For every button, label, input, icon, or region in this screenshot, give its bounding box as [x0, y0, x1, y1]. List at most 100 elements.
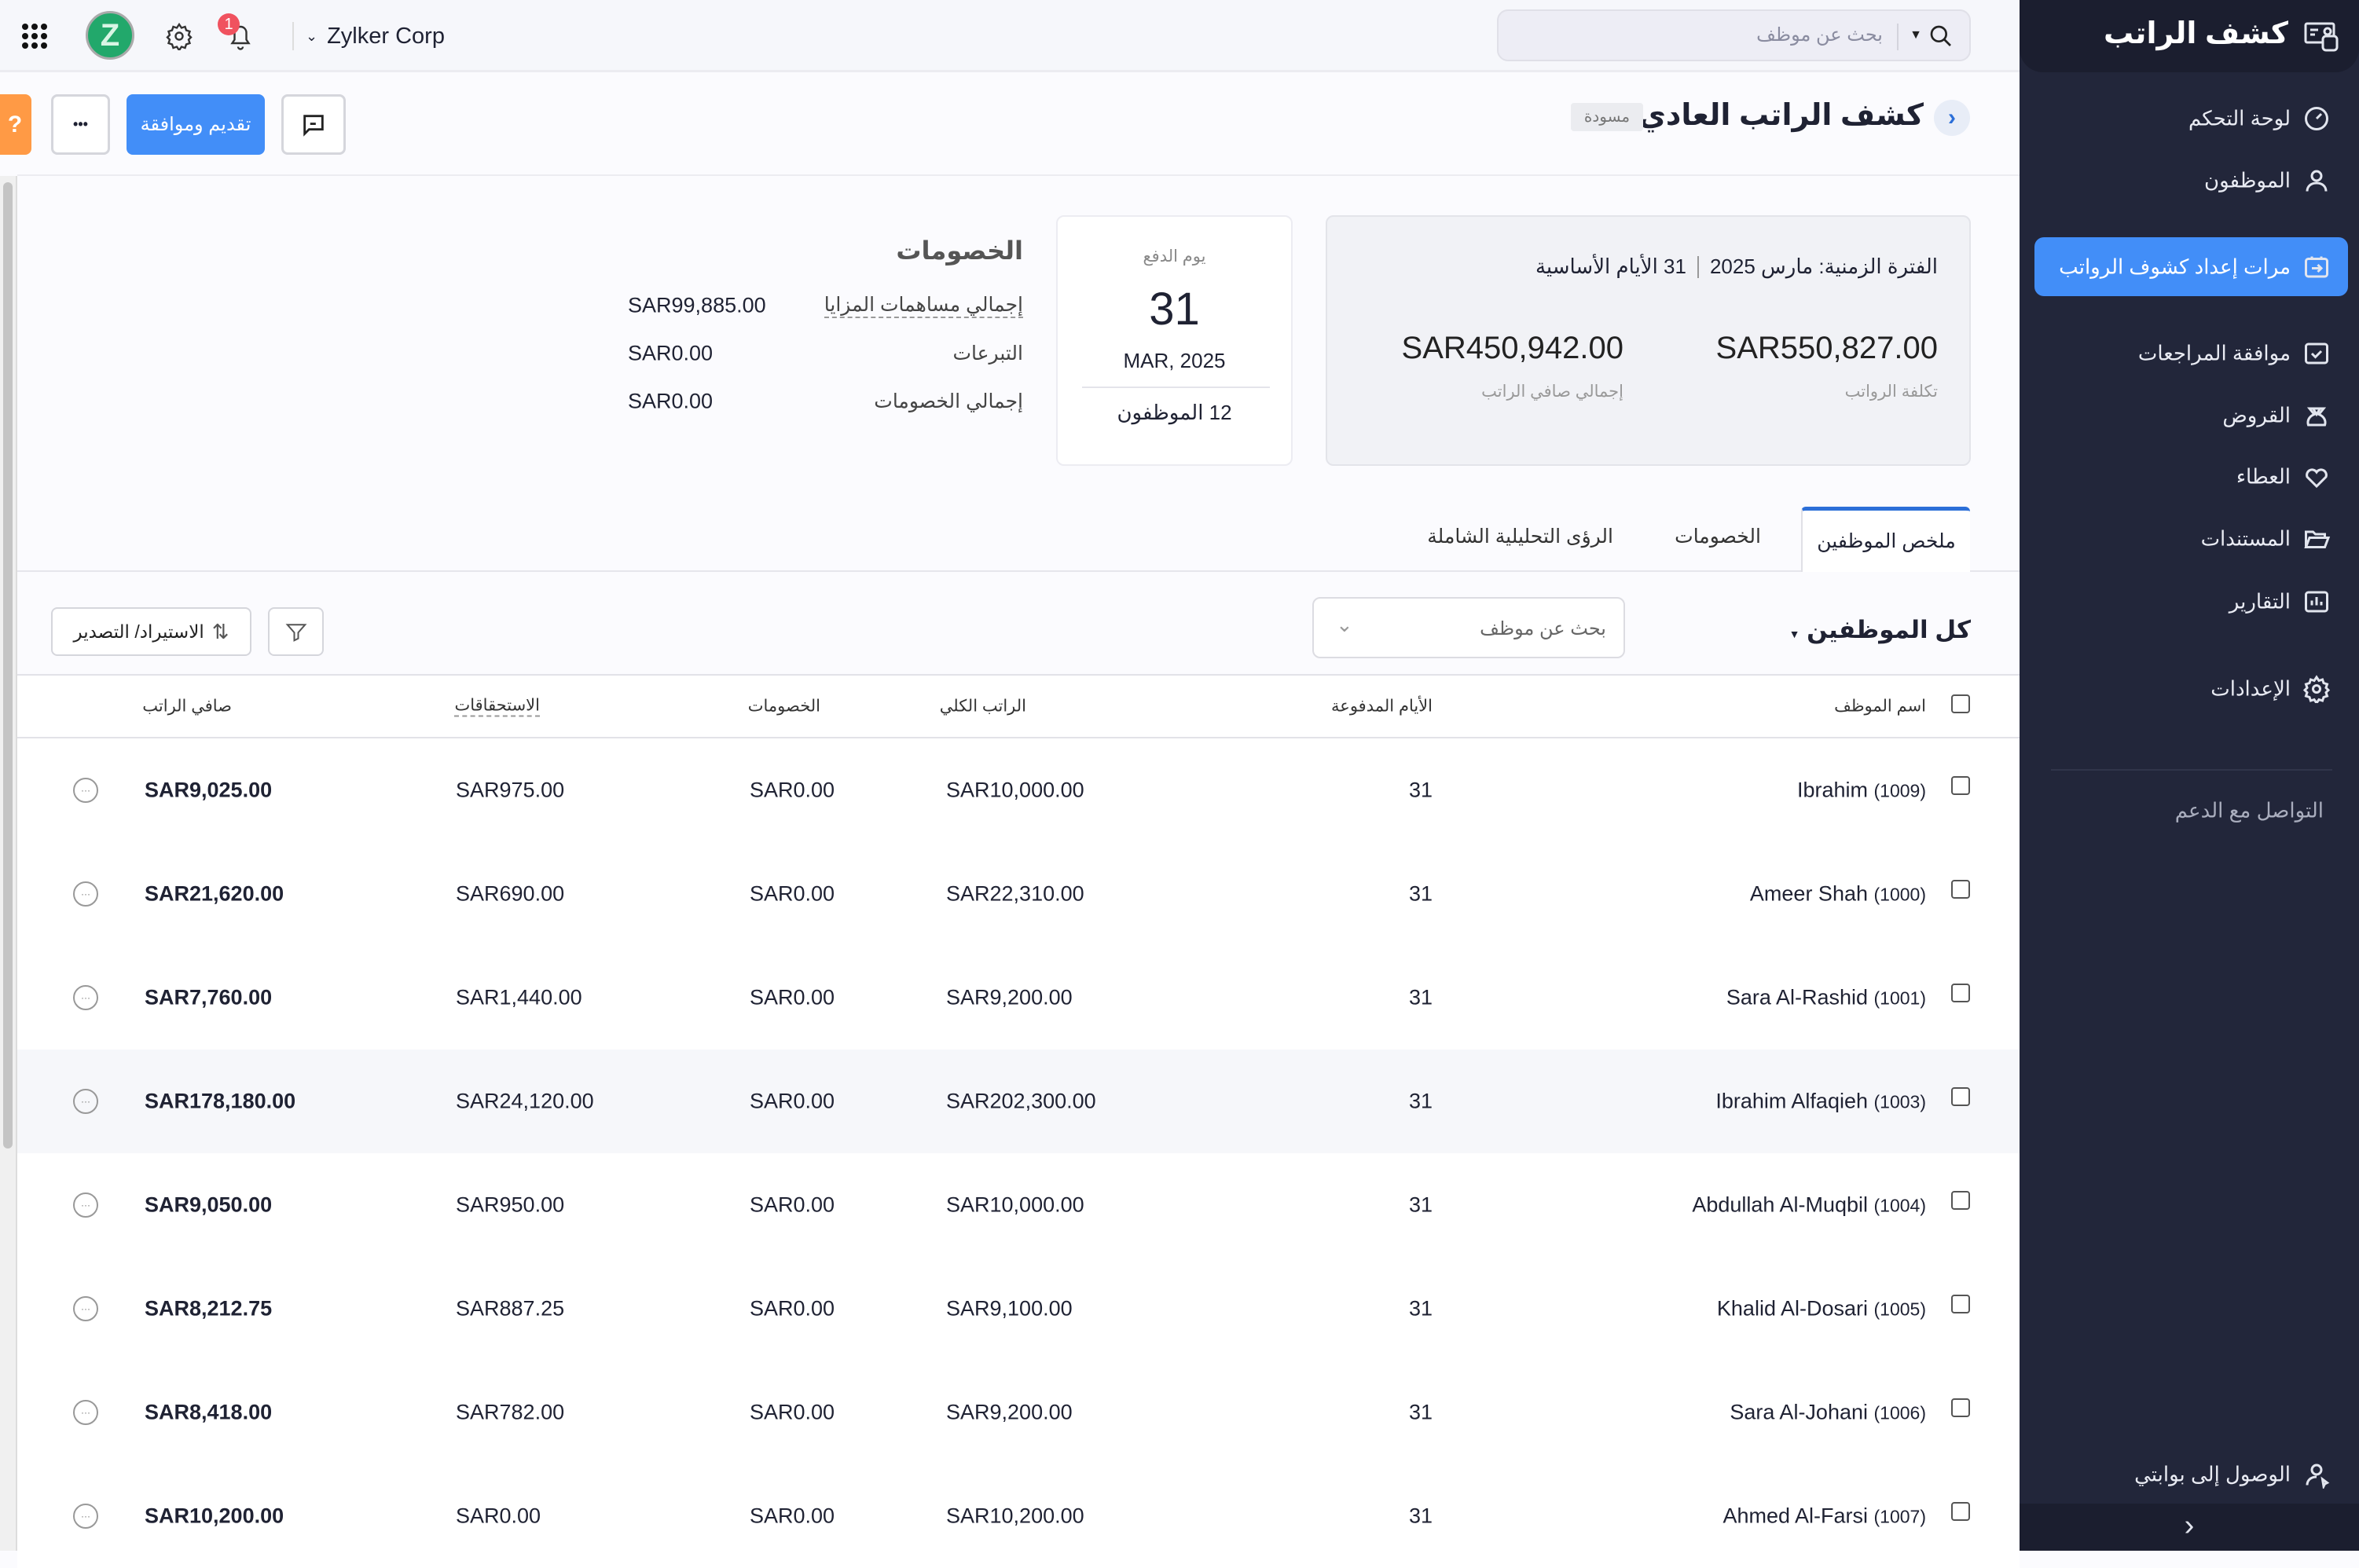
sidebar-item-0[interactable]: لوحة التحكم [2188, 106, 2291, 130]
header-deductions[interactable]: الخصومات [747, 697, 820, 716]
employee-name[interactable]: Abdullah Al-Muqbil (1004) [1692, 1193, 1926, 1218]
header-gross-pay[interactable]: الراتب الكلي [939, 697, 1026, 716]
scrollbar-thumb[interactable] [3, 182, 13, 1149]
employee-filter-dropdown[interactable]: كل الموظفين ▼ [1789, 616, 1971, 644]
earnings-value: SAR1,440.00 [456, 985, 582, 1009]
divider [17, 174, 2020, 176]
table-row[interactable] [17, 738, 2020, 842]
org-switcher[interactable]: ⌄ Zylker Corp [306, 24, 445, 49]
row-checkbox[interactable] [1951, 1087, 1970, 1106]
row-checkbox[interactable] [1951, 1295, 1970, 1313]
gross-pay: SAR9,200.00 [946, 1400, 1073, 1424]
select-all-checkbox[interactable] [1951, 694, 1970, 713]
import-export-button[interactable]: ⇅ الاستيراد/ التصدير [51, 607, 251, 656]
employee-name[interactable]: Ahmed Al-Farsi (1007) [1722, 1504, 1926, 1529]
row-checkbox[interactable] [1951, 984, 1970, 1002]
employee-name[interactable]: Khalid Al-Dosari (1005) [1717, 1297, 1926, 1321]
sidebar-item-active-bg [2034, 237, 2348, 296]
deduction-label: إجمالي مساهمات المزايا [824, 293, 1023, 318]
gross-pay: SAR9,200.00 [946, 985, 1073, 1009]
heart-icon [2302, 463, 2331, 491]
tab-insights[interactable]: الرؤى التحليلية الشاملة [1427, 526, 1613, 548]
row-checkbox[interactable] [1951, 880, 1970, 899]
deduction-value: SAR0.00 [628, 389, 714, 413]
paid-days: 31 [1408, 1192, 1433, 1217]
submit-approve-button[interactable]: تقديم وموافقة [127, 94, 265, 155]
table-row[interactable] [17, 1361, 2020, 1464]
sidebar-item-8[interactable]: الإعدادات [2210, 676, 2291, 701]
employee-id: (1007) [1873, 1506, 1926, 1527]
table-row[interactable] [17, 1153, 2020, 1257]
gear-icon[interactable] [165, 22, 193, 53]
row-actions-icon[interactable]: ··· [73, 1504, 98, 1529]
search-icon [1928, 24, 1954, 49]
tab-employee-summary[interactable]: ملخص الموظفين [1801, 507, 1970, 572]
avatar[interactable]: Z [86, 11, 134, 60]
employee-name[interactable]: Ameer Shah (1000) [1750, 882, 1926, 907]
user-icon [2302, 167, 2331, 195]
tab-deductions[interactable]: الخصومات [1675, 526, 1761, 548]
apps-grid-icon[interactable] [22, 24, 47, 49]
row-checkbox[interactable] [1951, 1191, 1970, 1210]
gross-pay: SAR10,000.00 [946, 778, 1084, 802]
header-paid-days[interactable]: الأيام المدفوعة [1331, 697, 1433, 716]
row-actions-icon[interactable]: ··· [73, 1192, 98, 1218]
divider [1082, 387, 1270, 388]
row-checkbox[interactable] [1951, 776, 1970, 795]
net-pay-label: إجمالي صافي الراتب [1481, 383, 1623, 401]
sidebar-item-1[interactable]: الموظفون [2204, 168, 2291, 192]
sidebar-item-3[interactable]: موافقة المراجعات [2137, 341, 2291, 365]
row-actions-icon[interactable]: ··· [73, 1296, 98, 1321]
help-button[interactable]: ? [0, 94, 31, 155]
header-earnings[interactable]: الاستحقاقات [454, 696, 540, 717]
paid-days: 31 [1408, 1400, 1433, 1424]
payroll-cost-value: SAR550,827.00 [1715, 331, 1938, 365]
global-search[interactable]: ▼ بحث عن موظف [1497, 9, 1971, 61]
sidebar: كشف الراتب لوحة التحكم الموظفون مرات إعداد… [2020, 0, 2359, 1551]
portal-user-icon [2302, 1460, 2331, 1490]
employee-id: (1004) [1873, 1195, 1926, 1216]
gross-pay: SAR202,300.00 [946, 1089, 1096, 1113]
comment-button[interactable] [281, 94, 346, 155]
sidebar-item-2[interactable]: مرات إعداد كشوف الرواتب [2059, 255, 2291, 279]
earnings-value: SAR975.00 [456, 778, 565, 802]
sidebar-item-5[interactable]: العطاء [2236, 464, 2291, 489]
row-actions-icon[interactable]: ··· [73, 985, 98, 1010]
table-row[interactable] [17, 1257, 2020, 1361]
back-button[interactable]: › [1934, 100, 1970, 136]
employee-name[interactable]: Ibrahim (1009) [1797, 779, 1926, 803]
sidebar-item-4[interactable]: القروض [2222, 403, 2291, 427]
gross-pay: SAR9,100.00 [946, 1296, 1073, 1321]
table-row[interactable] [17, 946, 2020, 1050]
row-actions-icon[interactable]: ··· [73, 1400, 98, 1425]
scrollbar-track[interactable] [0, 176, 17, 1551]
more-options-button[interactable]: ••• [51, 94, 110, 155]
employee-name[interactable]: Sara Al-Johani (1006) [1730, 1401, 1926, 1425]
employee-search-select[interactable]: بحث عن موظف ⌄ [1312, 597, 1625, 658]
header-employee-name[interactable]: اسم الموظف [1834, 697, 1926, 716]
row-checkbox[interactable] [1951, 1398, 1970, 1417]
table-row[interactable] [17, 842, 2020, 946]
portal-link[interactable]: الوصول إلى بوابتي [2134, 1462, 2291, 1486]
paid-days: 31 [1408, 778, 1433, 802]
filter-button[interactable] [268, 607, 324, 656]
employee-name[interactable]: Sara Al-Rashid (1001) [1726, 986, 1926, 1010]
collapse-sidebar-button[interactable]: › [2020, 1504, 2359, 1551]
caret-down-icon[interactable]: ▼ [1910, 28, 1922, 42]
payday-day: 31 [1149, 284, 1200, 335]
net-pay-value: SAR450,942.00 [1401, 331, 1623, 365]
page-title: كشف الراتب العادي [1638, 99, 1924, 132]
row-actions-icon[interactable]: ··· [73, 881, 98, 907]
support-link[interactable]: التواصل مع الدعم [2174, 798, 2324, 822]
header-net-pay[interactable]: صافي الراتب [142, 697, 232, 716]
row-actions-icon[interactable]: ··· [73, 1089, 98, 1114]
sidebar-item-7[interactable]: التقارير [2229, 589, 2291, 614]
employee-name[interactable]: Ibrahim Alfaqieh (1003) [1715, 1090, 1926, 1114]
row-actions-icon[interactable]: ··· [73, 778, 98, 803]
table-row[interactable] [17, 1050, 2020, 1153]
row-checkbox[interactable] [1951, 1502, 1970, 1521]
employee-name-text: Sara Al-Johani [1730, 1400, 1868, 1424]
paid-days: 31 [1408, 1296, 1433, 1321]
sidebar-item-6[interactable]: المستندات [2200, 526, 2291, 551]
payslip-icon [2302, 17, 2340, 55]
